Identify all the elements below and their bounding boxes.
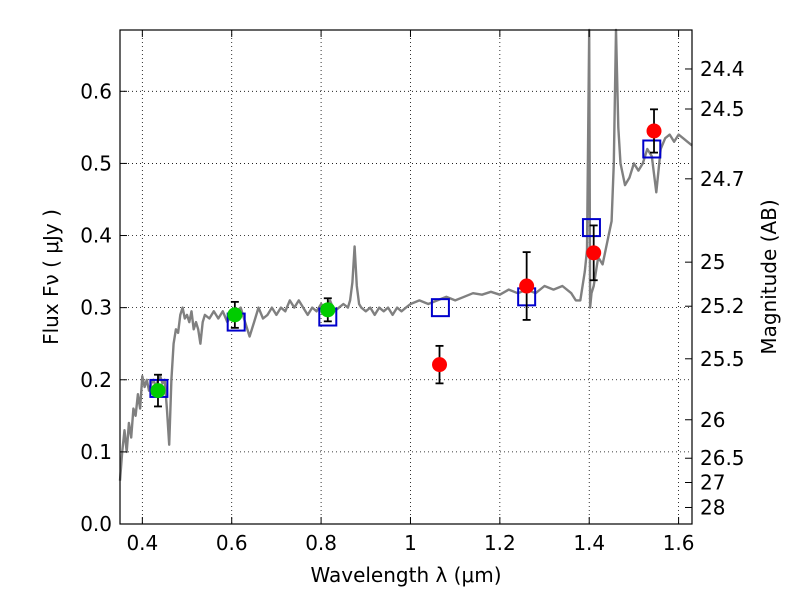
plot-area xyxy=(118,28,693,481)
x-tick-label: 1 xyxy=(404,531,417,555)
y-tick-label: 0.3 xyxy=(80,296,112,320)
model-photometry-square xyxy=(430,298,450,318)
y2-axis-label: Magnitude (AB) xyxy=(757,199,781,354)
x-axis-label: Wavelength λ (μm) xyxy=(310,563,501,587)
grid-lines xyxy=(120,30,692,525)
model-photometry-square xyxy=(642,139,662,159)
axis-ticks: 0.4 0.6 0.8 1 1.2 1.4 1.6 0.0 0.1 0.2 0.3 0.4 0.5 0.6… xyxy=(80,30,745,555)
x-tick-label: 0.4 xyxy=(126,531,158,555)
mag-tick-label: 28 xyxy=(700,495,725,519)
y-tick-label: 0.0 xyxy=(80,512,112,536)
mag-tick-label: 24.5 xyxy=(700,97,745,121)
mag-tick-label: 26.5 xyxy=(700,446,745,470)
observed-flux-point xyxy=(432,357,448,373)
mag-tick-label: 25 xyxy=(700,250,725,274)
y-tick-label: 0.1 xyxy=(80,440,112,464)
y-tick-label: 0.6 xyxy=(80,79,112,103)
x-tick-label: 1.4 xyxy=(573,531,605,555)
x-tick-label: 0.8 xyxy=(305,531,337,555)
mag-tick-label: 24.4 xyxy=(700,57,745,81)
model-spectrum-line xyxy=(118,28,693,481)
x-tick-label: 1.2 xyxy=(484,531,516,555)
mag-tick-label: 25.5 xyxy=(700,347,745,371)
x-tick-label: 0.6 xyxy=(216,531,248,555)
model-photometry-square xyxy=(581,218,601,238)
mag-tick-label: 27 xyxy=(700,471,725,495)
y-tick-label: 0.2 xyxy=(80,368,112,392)
y-axis-label: Flux Fν ( μJy ) xyxy=(39,209,63,345)
observed-flux-point xyxy=(227,307,243,323)
y-tick-label: 0.4 xyxy=(80,224,112,248)
observed-flux-point xyxy=(519,278,535,294)
y-tick-label: 0.5 xyxy=(80,151,112,175)
mag-tick-label: 24.7 xyxy=(700,167,745,191)
observed-flux-point xyxy=(320,302,336,318)
observed-flux-point xyxy=(150,383,166,399)
plot-frame xyxy=(119,29,693,525)
mag-tick-label: 26 xyxy=(700,408,725,432)
observed-flux-point xyxy=(646,123,662,139)
observed-flux-point xyxy=(586,245,602,261)
mag-tick-label: 25.2 xyxy=(700,294,745,318)
x-tick-label: 1.6 xyxy=(663,531,695,555)
